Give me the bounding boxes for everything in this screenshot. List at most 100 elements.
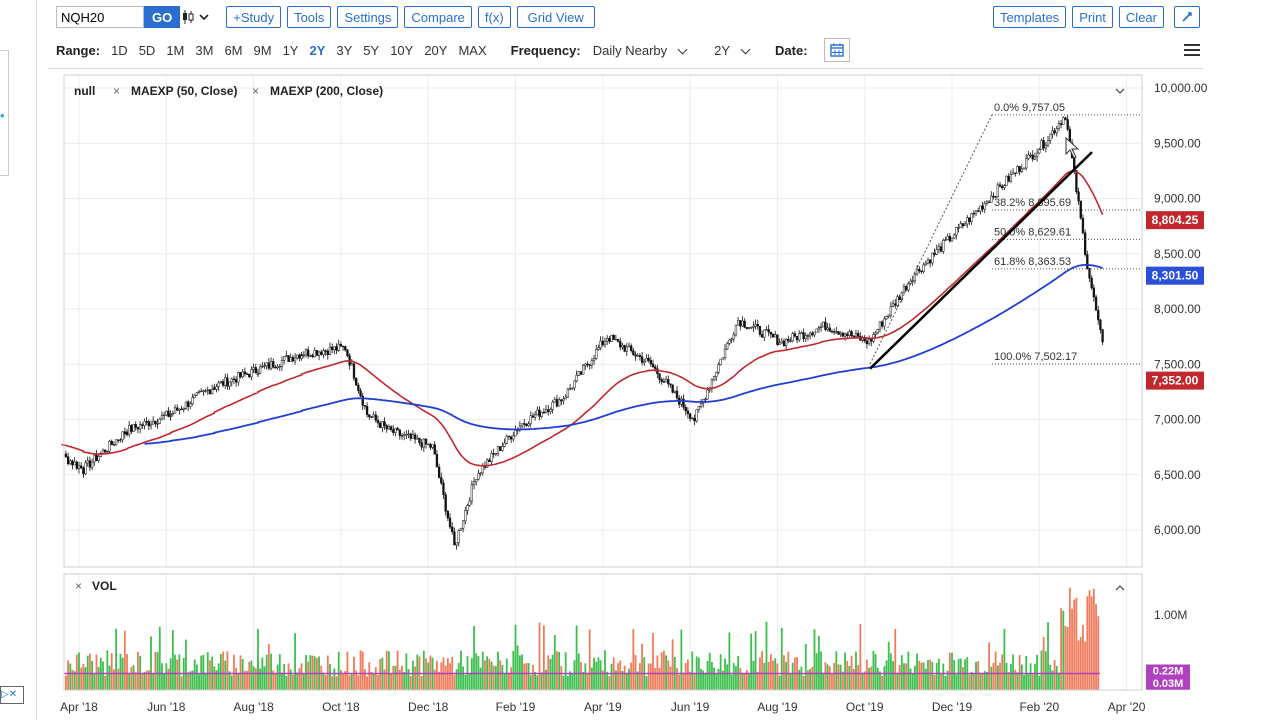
volume-bar (750, 633, 753, 690)
candlestick-icon[interactable] (180, 6, 214, 28)
volume-bar (113, 669, 115, 690)
candle-body (717, 364, 720, 373)
range-9m[interactable]: 9M (253, 42, 272, 58)
tools-button[interactable]: Tools (287, 6, 332, 28)
candle-body (219, 381, 223, 384)
remove-ma200-icon[interactable]: × (252, 84, 259, 98)
range-10y[interactable]: 10Y (390, 42, 414, 58)
ad-close-icon[interactable]: ▷✕ (0, 686, 24, 704)
remove-volume-icon[interactable]: × (75, 579, 82, 593)
y-tick-label: 8,500.00 (1154, 247, 1201, 261)
candle-body (630, 345, 633, 351)
candle-body (776, 334, 779, 345)
trendline[interactable] (869, 151, 1093, 370)
volume-bar (1055, 665, 1058, 690)
volume-bar (868, 667, 870, 690)
candle-body (697, 406, 700, 411)
add-study-button[interactable]: +Study (226, 6, 282, 28)
clear-button[interactable]: Clear (1118, 6, 1164, 28)
range-20y[interactable]: 20Y (424, 42, 448, 58)
x-tick-label: Apr '18 (60, 700, 98, 714)
candle-body (595, 349, 598, 359)
volume-bar (944, 675, 947, 690)
candle-body (582, 365, 585, 375)
range-6m[interactable]: 6M (224, 42, 243, 58)
volume-bar (126, 654, 128, 690)
candle-body (765, 329, 768, 331)
candle-body (468, 500, 471, 506)
calendar-icon[interactable] (823, 38, 850, 62)
frequency-select[interactable]: Daily Nearby (593, 43, 688, 58)
volume-bar (927, 660, 929, 690)
volume-bar (630, 662, 633, 690)
range-1y[interactable]: 1Y (282, 42, 299, 58)
candle-body (110, 440, 113, 445)
candle-body (782, 340, 786, 346)
volume-bar (846, 660, 849, 690)
candle-body (743, 320, 746, 328)
draw-tool-icon[interactable] (1174, 6, 1200, 28)
candle-body (350, 363, 353, 366)
range-5y[interactable]: 5Y (363, 42, 380, 58)
candle-body (963, 223, 967, 227)
candle-body (778, 342, 781, 345)
volume-bar (1014, 669, 1017, 690)
candle-body (77, 465, 81, 469)
collapse-volume-pane-icon[interactable] (1115, 585, 1125, 591)
volume-bar (73, 671, 76, 690)
volume-bar (979, 672, 982, 690)
volume-bar (278, 654, 281, 690)
volume-bar (91, 661, 93, 690)
candle-body (608, 338, 611, 342)
ma200-label: MAEXP (200, Close) (270, 84, 383, 98)
range-5d[interactable]: 5D (138, 42, 156, 58)
compare-button[interactable]: Compare (404, 6, 472, 28)
candle-body (555, 399, 559, 407)
candle-body (669, 383, 672, 386)
function-button[interactable]: f(x) (477, 6, 511, 28)
range-1d[interactable]: 1D (111, 42, 128, 58)
volume-bar (798, 669, 801, 690)
collapse-price-pane-icon[interactable] (1115, 88, 1125, 94)
candle-body (125, 431, 129, 435)
volume-bar (333, 668, 336, 690)
range-max[interactable]: MAX (458, 42, 487, 58)
volume-bar (252, 666, 255, 690)
volume-bar (503, 673, 506, 690)
candle-body (1099, 319, 1102, 330)
candle-body (981, 205, 984, 210)
volume-bar (761, 651, 764, 690)
templates-button[interactable]: Templates (992, 6, 1067, 28)
candle-body (368, 414, 371, 418)
symbol-input[interactable] (56, 6, 144, 28)
candle-body (553, 399, 556, 403)
go-button[interactable]: GO (144, 6, 181, 28)
print-button[interactable]: Print (1072, 6, 1113, 28)
volume-bar (946, 670, 949, 690)
range-3m[interactable]: 3M (195, 42, 214, 58)
candle-body (215, 386, 218, 390)
period-select[interactable]: 2Y (714, 43, 751, 58)
candle-body (141, 424, 144, 426)
range-2y[interactable]: 2Y (309, 42, 326, 58)
grid-view-button[interactable]: Grid View (516, 6, 595, 28)
candle-body (66, 456, 70, 465)
candle-body (370, 416, 373, 418)
remove-ma50-icon[interactable]: × (113, 84, 120, 98)
volume-bar (1036, 654, 1039, 690)
candle-body (691, 417, 694, 420)
settings-button[interactable]: Settings (337, 6, 399, 28)
candle-body (939, 246, 943, 252)
volume-bar (837, 664, 840, 690)
hamburger-menu-icon[interactable] (1184, 41, 1200, 59)
volume-bar (276, 664, 279, 690)
candle-body (304, 349, 308, 356)
range-3y[interactable]: 3Y (336, 42, 353, 58)
y-tick-label: 7,000.00 (1154, 413, 1201, 427)
range-1m[interactable]: 1M (166, 42, 185, 58)
candle-body (802, 332, 805, 339)
candle-body (937, 246, 941, 250)
y-tick-label: 7,500.00 (1154, 357, 1201, 371)
